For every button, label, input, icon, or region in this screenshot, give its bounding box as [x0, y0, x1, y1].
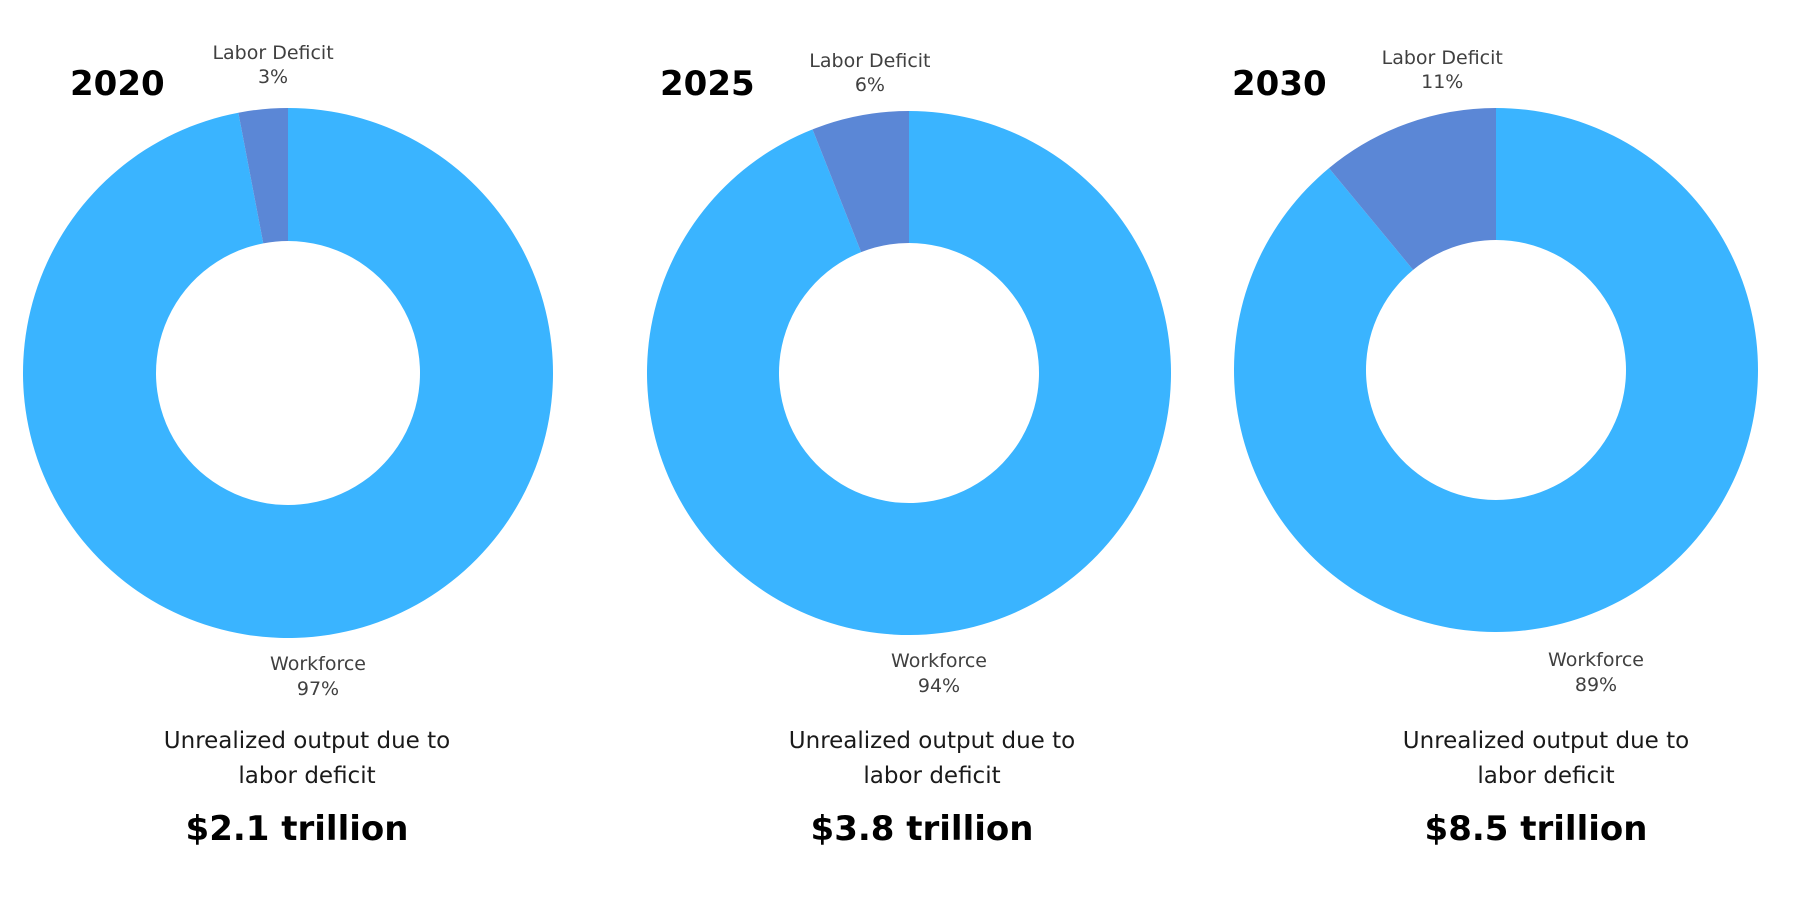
unrealized-output-value: $2.1 trillion [186, 809, 409, 849]
caption-line-2: labor deficit [1477, 763, 1614, 789]
unrealized-output-value: $8.5 trillion [1425, 809, 1648, 849]
label-labor-deficit-name: Labor Deficit [809, 50, 930, 72]
slice-workforce [23, 108, 554, 639]
label-workforce-value: 94% [918, 675, 960, 697]
slice-workforce [647, 111, 1171, 635]
slice-labor-deficit [1328, 108, 1496, 270]
label-labor-deficit-value: 6% [855, 74, 885, 96]
label-workforce-value: 97% [297, 678, 339, 700]
caption-line-1: Unrealized output due to [789, 728, 1075, 754]
caption-line-2: labor deficit [238, 763, 375, 789]
label-labor-deficit-name: Labor Deficit [1382, 47, 1503, 69]
chart-title: 2030 [1232, 64, 1327, 104]
slice-labor-deficit [812, 111, 909, 253]
label-labor-deficit-value: 3% [258, 66, 288, 88]
chart-title: 2020 [70, 64, 165, 104]
label-labor-deficit-name: Labor Deficit [212, 42, 333, 64]
label-workforce-name: Workforce [891, 650, 987, 672]
label-workforce-name: Workforce [270, 653, 366, 675]
caption-line-1: Unrealized output due to [164, 728, 450, 754]
slice-labor-deficit [238, 108, 288, 244]
label-labor-deficit-value: 11% [1421, 71, 1463, 93]
slice-workforce [1234, 108, 1758, 633]
caption-line-2: labor deficit [863, 763, 1000, 789]
caption-line-1: Unrealized output due to [1403, 728, 1689, 754]
label-workforce-value: 89% [1575, 674, 1617, 696]
unrealized-output-value: $3.8 trillion [811, 809, 1034, 849]
label-workforce-name: Workforce [1548, 649, 1644, 671]
chart-title: 2025 [660, 64, 755, 104]
